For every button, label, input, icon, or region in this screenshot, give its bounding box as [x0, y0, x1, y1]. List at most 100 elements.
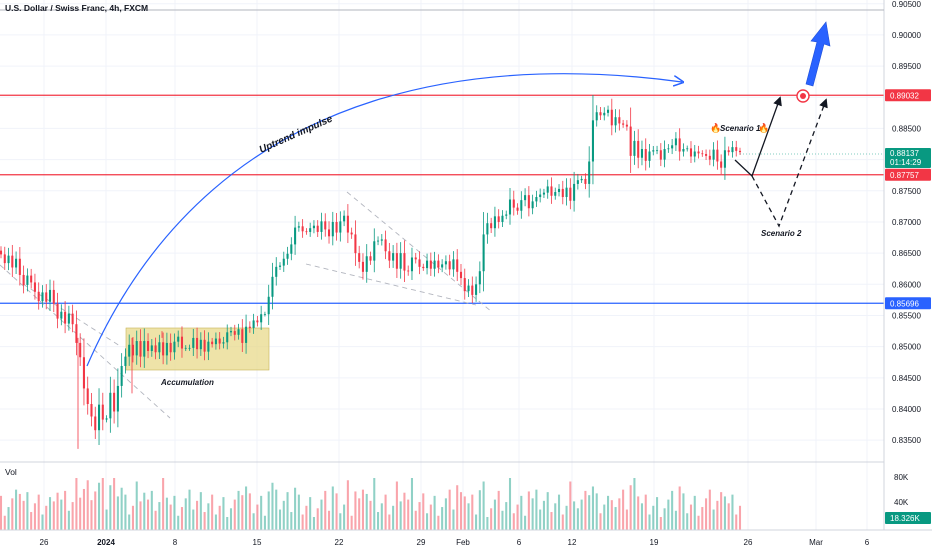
candle-body — [207, 341, 210, 352]
volume-bar — [11, 498, 14, 530]
candle-body — [667, 148, 670, 150]
candle-body — [410, 257, 414, 272]
candle-body — [452, 259, 455, 270]
candle-body — [350, 232, 353, 235]
volume-bar — [629, 485, 632, 530]
volume-bar — [497, 490, 500, 530]
volume-bar — [218, 505, 221, 530]
volume-bar — [327, 510, 331, 530]
volume-bar — [33, 503, 36, 530]
volume-bar — [377, 512, 380, 530]
volume-bar — [331, 486, 334, 530]
volume-last-label: 18.326K — [890, 514, 920, 523]
candle-body — [584, 178, 587, 184]
candle-body — [365, 256, 368, 272]
volume-bar — [3, 515, 6, 530]
candle-body — [716, 149, 719, 162]
candle-body — [512, 199, 515, 208]
volume-bar — [501, 510, 504, 530]
volume-bar — [520, 495, 523, 530]
candle-body — [139, 341, 142, 357]
volume-bar — [392, 505, 395, 530]
candle-body — [358, 253, 361, 262]
candle-body — [56, 303, 59, 319]
candle-body — [697, 151, 700, 154]
time-tick-label: 8 — [173, 538, 178, 547]
candle-body — [727, 150, 730, 153]
volume-bar — [90, 500, 93, 530]
volume-bar — [79, 497, 82, 530]
candle-body — [591, 120, 594, 162]
volume-bar — [403, 492, 406, 530]
volume-bar — [101, 478, 104, 530]
volume-bar — [663, 508, 666, 530]
volume-bar — [75, 478, 78, 530]
volume-bar — [426, 513, 429, 530]
volume-bar — [173, 495, 176, 530]
candle-body — [199, 339, 202, 350]
time-tick-label: 12 — [568, 538, 577, 547]
volume-bar — [18, 493, 21, 530]
candle-body — [486, 223, 489, 235]
volume-bar — [712, 509, 715, 530]
volume-bar — [290, 512, 293, 530]
volume-bar — [256, 504, 259, 530]
candle-body — [622, 123, 625, 125]
volume-bar — [94, 491, 97, 530]
fire-icon: 🔥 — [710, 122, 721, 133]
candle-body — [109, 392, 112, 419]
candle-body — [52, 289, 55, 304]
candle-body — [712, 149, 715, 160]
candle-body — [482, 234, 485, 272]
volume-bar — [71, 502, 74, 530]
candle-body — [501, 215, 504, 222]
price-level-label: 0.87757 — [890, 171, 919, 180]
price-level-label: 0.85696 — [890, 299, 919, 308]
candle-body — [361, 261, 364, 272]
volume-bar — [731, 494, 734, 530]
volume-bar — [150, 490, 153, 530]
volume-bar — [584, 490, 587, 530]
time-tick-label: Feb — [456, 538, 470, 547]
candle-body — [15, 258, 18, 268]
candle-body — [731, 147, 734, 153]
candle-body — [309, 228, 312, 232]
time-tick-label: 22 — [335, 538, 344, 547]
scenario-2-label: Scenario 2 — [761, 229, 802, 238]
candle-body — [497, 216, 500, 222]
candle-body — [580, 178, 583, 181]
dashed-trendline — [305, 263, 477, 306]
candle-body — [263, 314, 266, 316]
volume-bar — [301, 514, 304, 530]
volume-bar — [361, 489, 364, 530]
candle-body — [678, 138, 681, 152]
candle-body — [433, 260, 436, 269]
volume-bar — [580, 499, 583, 530]
volume-bar — [260, 495, 263, 530]
volume-bar — [165, 497, 168, 530]
candle-body — [610, 109, 613, 126]
time-tick-label: 2024 — [97, 538, 115, 547]
price-tick-label: 0.85500 — [892, 311, 921, 320]
candle-body — [143, 341, 146, 357]
volume-bar — [569, 481, 572, 530]
candle-body — [573, 183, 576, 201]
volume-bar — [656, 497, 659, 530]
volume-bar — [275, 489, 278, 530]
volume-bar — [727, 503, 730, 530]
candle-body — [527, 195, 530, 209]
volume-bar — [674, 510, 677, 530]
volume-bar — [154, 510, 157, 530]
candle-body — [218, 338, 221, 344]
candle-body — [64, 311, 67, 324]
candle-body — [354, 234, 357, 254]
candle-body — [192, 337, 195, 348]
volume-bar — [22, 500, 25, 530]
scenario-2-path — [751, 98, 828, 228]
volume-tick-label: 80K — [894, 473, 909, 482]
candle-body — [429, 260, 432, 269]
volume-bar — [64, 490, 67, 530]
volume-bar — [633, 478, 636, 530]
volume-bar — [369, 500, 372, 530]
